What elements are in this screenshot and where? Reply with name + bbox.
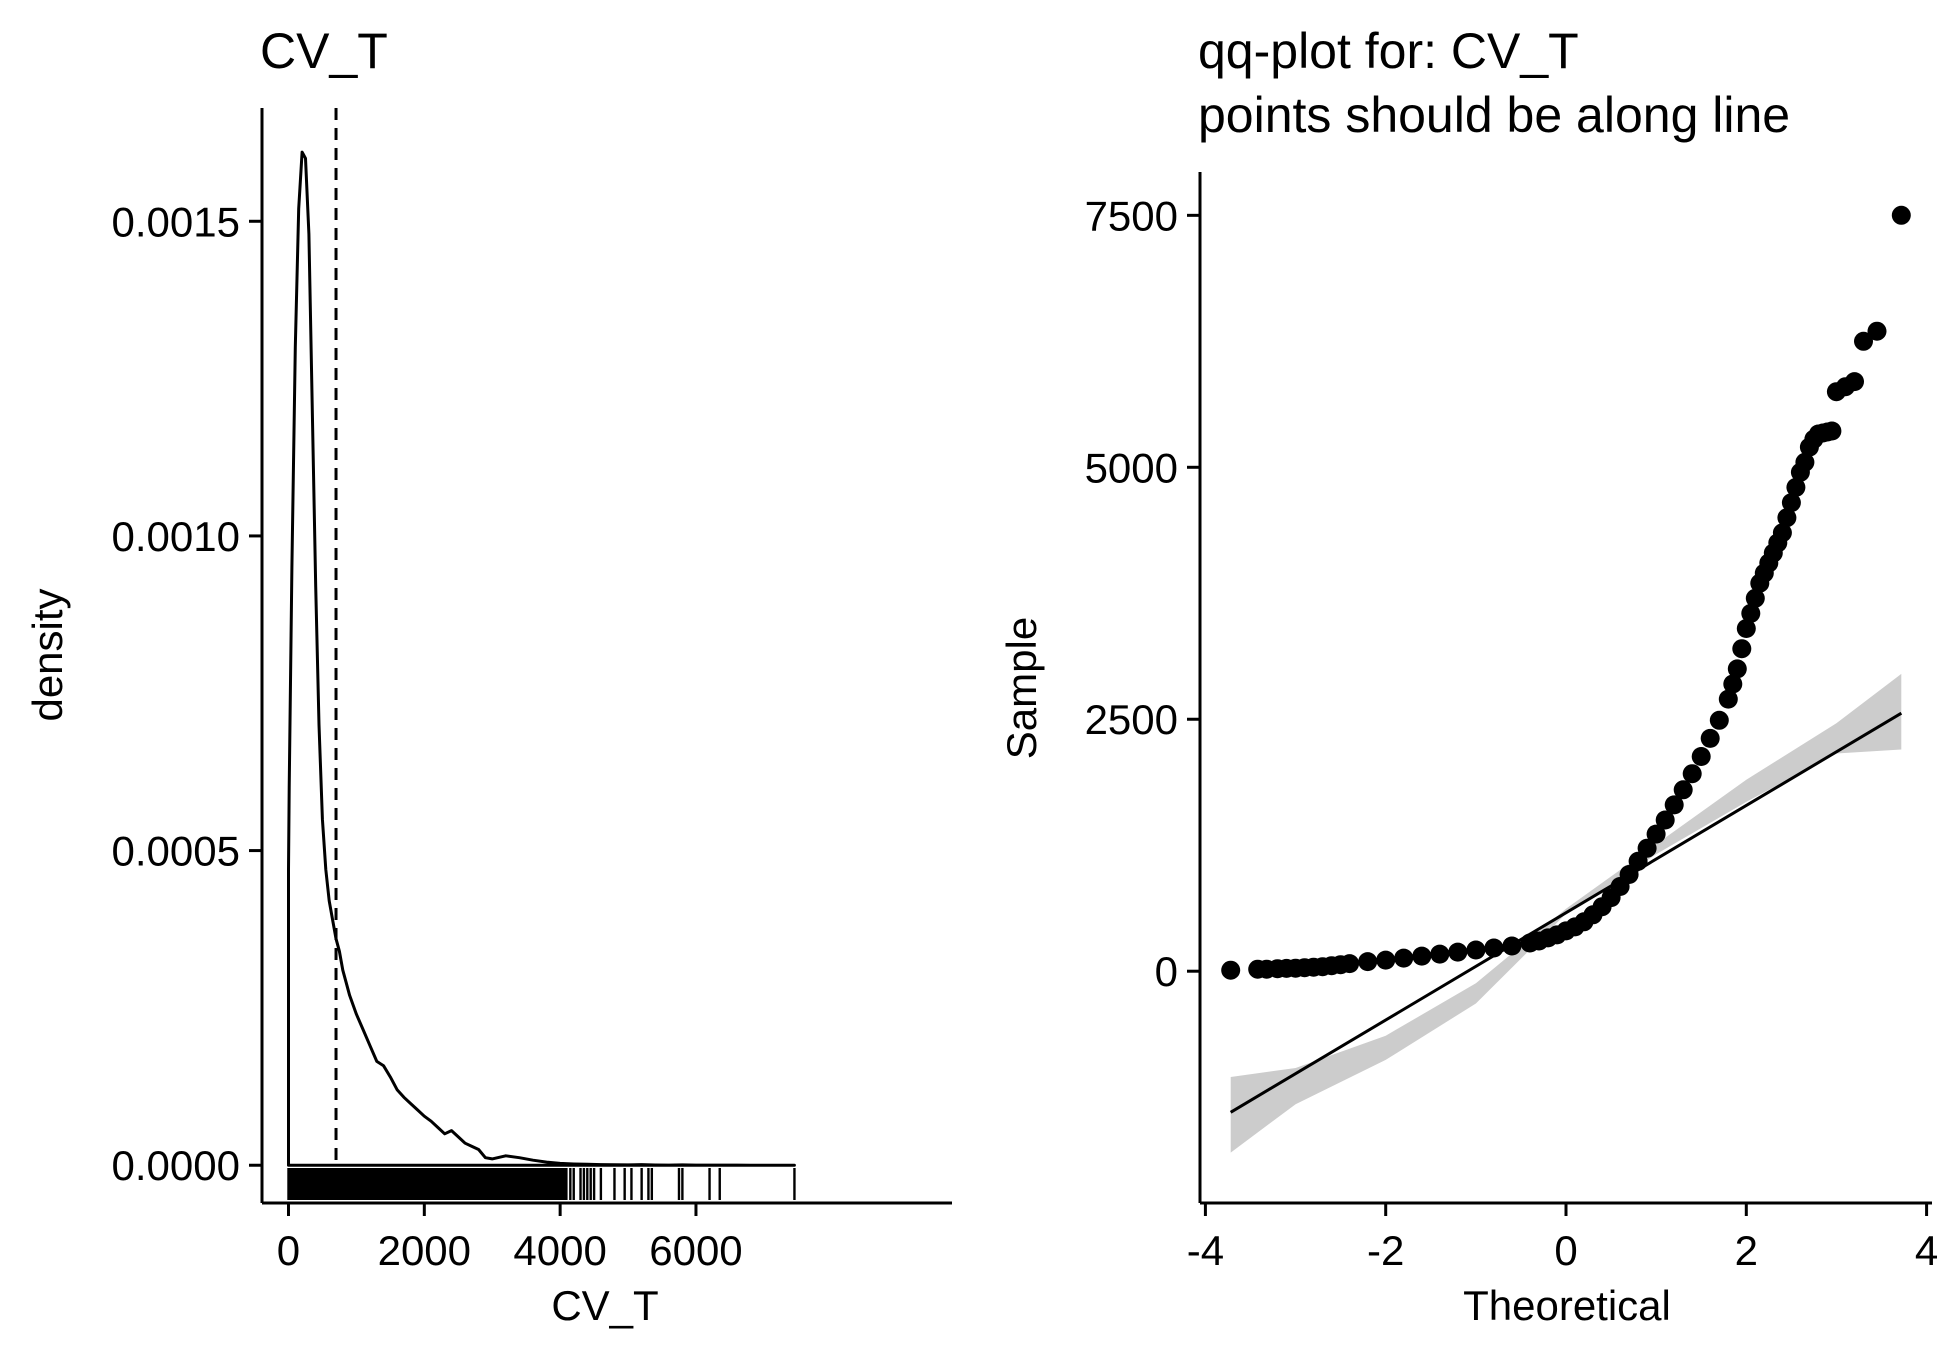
qq-point bbox=[1786, 477, 1806, 497]
rug-marks bbox=[287, 1168, 796, 1200]
qq-x-tick-label: -2 bbox=[1367, 1227, 1404, 1274]
qq-point bbox=[1867, 321, 1887, 341]
qq-point bbox=[1637, 838, 1657, 858]
qq-point bbox=[1412, 946, 1432, 966]
qq-point bbox=[1340, 954, 1360, 974]
qq-point bbox=[1854, 331, 1873, 351]
qq-x-tick-label: 0 bbox=[1554, 1227, 1577, 1274]
qq-point bbox=[1466, 940, 1486, 960]
qq-point bbox=[1777, 508, 1797, 528]
qq-point bbox=[1772, 523, 1792, 543]
qq-point bbox=[1646, 824, 1666, 844]
qq-panel: qq-plot for: CV_T points should be along… bbox=[998, 23, 1938, 1329]
qq-point bbox=[1358, 952, 1378, 972]
qq-point bbox=[1691, 747, 1711, 766]
density-y-tick-label: 0.0000 bbox=[112, 1142, 240, 1189]
qq-point bbox=[1394, 948, 1414, 968]
qq-point bbox=[1732, 639, 1752, 659]
qq-y-tick-label: 0 bbox=[1155, 948, 1178, 995]
density-curve bbox=[287, 150, 796, 1167]
density-y-tick-label: 0.0010 bbox=[112, 513, 240, 560]
reference-line-segment bbox=[1229, 711, 1903, 1114]
density-title: CV_T bbox=[260, 23, 388, 79]
qq-point bbox=[1745, 588, 1765, 608]
qq-point bbox=[1781, 493, 1801, 513]
qq-x-tick-label: -4 bbox=[1187, 1227, 1224, 1274]
qq-point bbox=[1430, 944, 1450, 964]
qq-point bbox=[1891, 205, 1911, 225]
qq-point bbox=[1727, 659, 1747, 679]
qq-point bbox=[1448, 942, 1468, 962]
density-y-tick-label: 0.0005 bbox=[112, 828, 240, 875]
qq-point bbox=[1709, 710, 1729, 730]
qq-point bbox=[1718, 689, 1738, 709]
qq-point bbox=[1655, 810, 1675, 830]
qq-title-line-1: qq-plot for: CV_T bbox=[1198, 23, 1579, 79]
density-y-axis-label: density bbox=[24, 588, 71, 721]
qq-point bbox=[1736, 619, 1756, 638]
qq-point bbox=[1664, 795, 1684, 815]
qq-point bbox=[1795, 452, 1815, 472]
qq-y-tick-label: 2500 bbox=[1085, 696, 1178, 743]
density-x-tick-label: 4000 bbox=[513, 1227, 606, 1274]
qq-points bbox=[1221, 205, 1911, 980]
qq-point bbox=[1376, 950, 1396, 970]
qq-point bbox=[1682, 764, 1702, 784]
qq-point bbox=[1741, 603, 1761, 623]
reference-line bbox=[1229, 711, 1903, 1114]
qq-point bbox=[1723, 674, 1743, 694]
qq-title-line-2: points should be along line bbox=[1198, 87, 1790, 143]
density-panel: CV_T 0 2000 4000 6000 0.0000 0.0005 0.0010 0.00… bbox=[24, 23, 952, 1329]
density-axes: 0 2000 4000 6000 0.0000 0.0005 0.0010 0.0015 bbox=[112, 108, 952, 1274]
density-x-tick-label: 6000 bbox=[649, 1227, 742, 1274]
qq-y-axis-label: Sample bbox=[998, 617, 1045, 759]
qq-point bbox=[1700, 728, 1720, 748]
qq-point bbox=[1673, 780, 1693, 800]
density-y-tick-label: 0.0015 bbox=[112, 198, 240, 245]
qq-y-tick-label: 5000 bbox=[1085, 444, 1178, 491]
qq-y-tick-label: 7500 bbox=[1085, 192, 1178, 239]
qq-point bbox=[1502, 936, 1522, 956]
qq-x-axis-label: Theoretical bbox=[1463, 1282, 1671, 1329]
qq-axes: -4 -2 0 2 4 0 2500 5000 7500 bbox=[1085, 172, 1938, 1274]
qq-point bbox=[1221, 960, 1241, 980]
density-x-axis-label: CV_T bbox=[551, 1282, 658, 1329]
qq-point bbox=[1845, 372, 1864, 392]
density-marks bbox=[287, 108, 796, 1200]
density-x-tick-label: 2000 bbox=[378, 1227, 471, 1274]
qq-point bbox=[1822, 421, 1842, 441]
qq-x-tick-label: 2 bbox=[1735, 1227, 1758, 1274]
density-x-tick-label: 0 bbox=[277, 1227, 300, 1274]
qq-point bbox=[1484, 938, 1504, 958]
qq-x-tick-label: 4 bbox=[1915, 1227, 1938, 1274]
